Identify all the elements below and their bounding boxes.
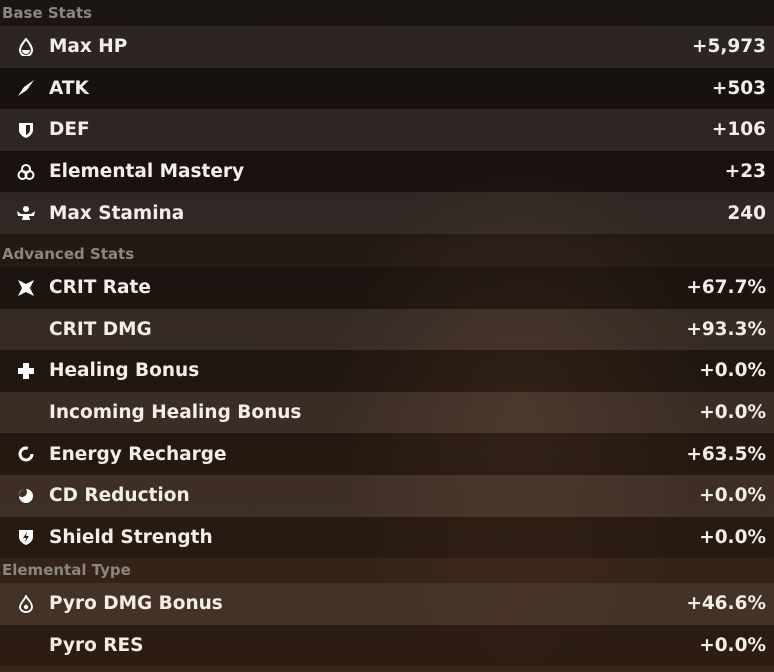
stat-value: +63.5% [686, 443, 766, 465]
stat-label: Incoming Healing Bonus [49, 402, 302, 424]
stat-value: +93.3% [686, 318, 766, 340]
stat-label: DEF [49, 119, 90, 141]
cross-icon [16, 361, 36, 381]
stat-value: +0.0% [699, 526, 766, 548]
stat-value: +23 [724, 161, 766, 183]
stat-label: ATK [49, 77, 89, 99]
recharge-ring-icon [16, 444, 36, 464]
empty-icon-slot [16, 403, 36, 423]
stat-value: +106 [711, 119, 766, 141]
stat-row-def: DEF +106 [0, 109, 774, 151]
stat-value: +46.6% [686, 593, 766, 615]
stat-row-cd-reduction: CD Reduction +0.0% [0, 474, 774, 517]
stat-row-shield-strength: Shield Strength +0.0% [0, 516, 774, 559]
shield-bolt-icon [16, 527, 36, 547]
stat-label: CRIT Rate [49, 277, 151, 299]
stat-value: +67.7% [686, 277, 766, 299]
stat-row-max-hp: Max HP +5,973 [0, 26, 774, 68]
stat-label: Pyro RES [49, 635, 144, 657]
stat-row-crit-rate: CRIT Rate +67.7% [0, 266, 774, 309]
stat-row-pyro-dmg-bonus: Pyro DMG Bonus +46.6% [0, 583, 774, 625]
stat-label: CRIT DMG [49, 318, 152, 340]
stat-label: Pyro DMG Bonus [49, 593, 223, 615]
stat-value: +0.0% [699, 485, 766, 507]
stat-value: +503 [711, 77, 766, 99]
stat-label: Shield Strength [49, 526, 213, 548]
stat-row-atk: ATK +503 [0, 67, 774, 110]
crit-star-icon [16, 278, 36, 298]
stat-label: CD Reduction [49, 485, 190, 507]
pyro-icon [16, 594, 36, 614]
stat-label: Max Stamina [49, 202, 185, 224]
stat-label: Elemental Mastery [49, 161, 245, 183]
stat-row-elemental-mastery: Elemental Mastery +23 [0, 150, 774, 193]
muscle-icon [16, 203, 36, 223]
stat-row-max-stamina: Max Stamina 240 [0, 192, 774, 234]
shield-icon [16, 120, 36, 140]
section-header-advanced-stats: Advanced Stats [2, 244, 135, 263]
triple-ring-icon [16, 162, 36, 182]
stat-value: +0.0% [699, 360, 766, 382]
stat-row-pyro-res: Pyro RES +0.0% [0, 624, 774, 667]
empty-icon-slot [16, 636, 36, 656]
stat-row-healing-bonus: Healing Bonus +0.0% [0, 350, 774, 392]
stat-row-crit-dmg: CRIT DMG +93.3% [0, 308, 774, 351]
cd-moon-icon [16, 486, 36, 506]
stat-label: Healing Bonus [49, 360, 200, 382]
stat-value: +5,973 [691, 36, 766, 58]
stat-label: Energy Recharge [49, 443, 227, 465]
sword-icon [16, 78, 36, 98]
empty-icon-slot [16, 319, 36, 339]
drop-icon [16, 37, 36, 57]
stat-row-energy-recharge: Energy Recharge +63.5% [0, 433, 774, 475]
section-header-elemental-type: Elemental Type [2, 561, 131, 580]
stat-value: 240 [727, 202, 766, 224]
stat-row-incoming-healing-bonus: Incoming Healing Bonus +0.0% [0, 391, 774, 434]
section-header-base-stats: Base Stats [2, 4, 93, 22]
stat-value: +0.0% [699, 635, 766, 657]
stat-value: +0.0% [699, 402, 766, 424]
stat-label: Max HP [49, 36, 128, 58]
